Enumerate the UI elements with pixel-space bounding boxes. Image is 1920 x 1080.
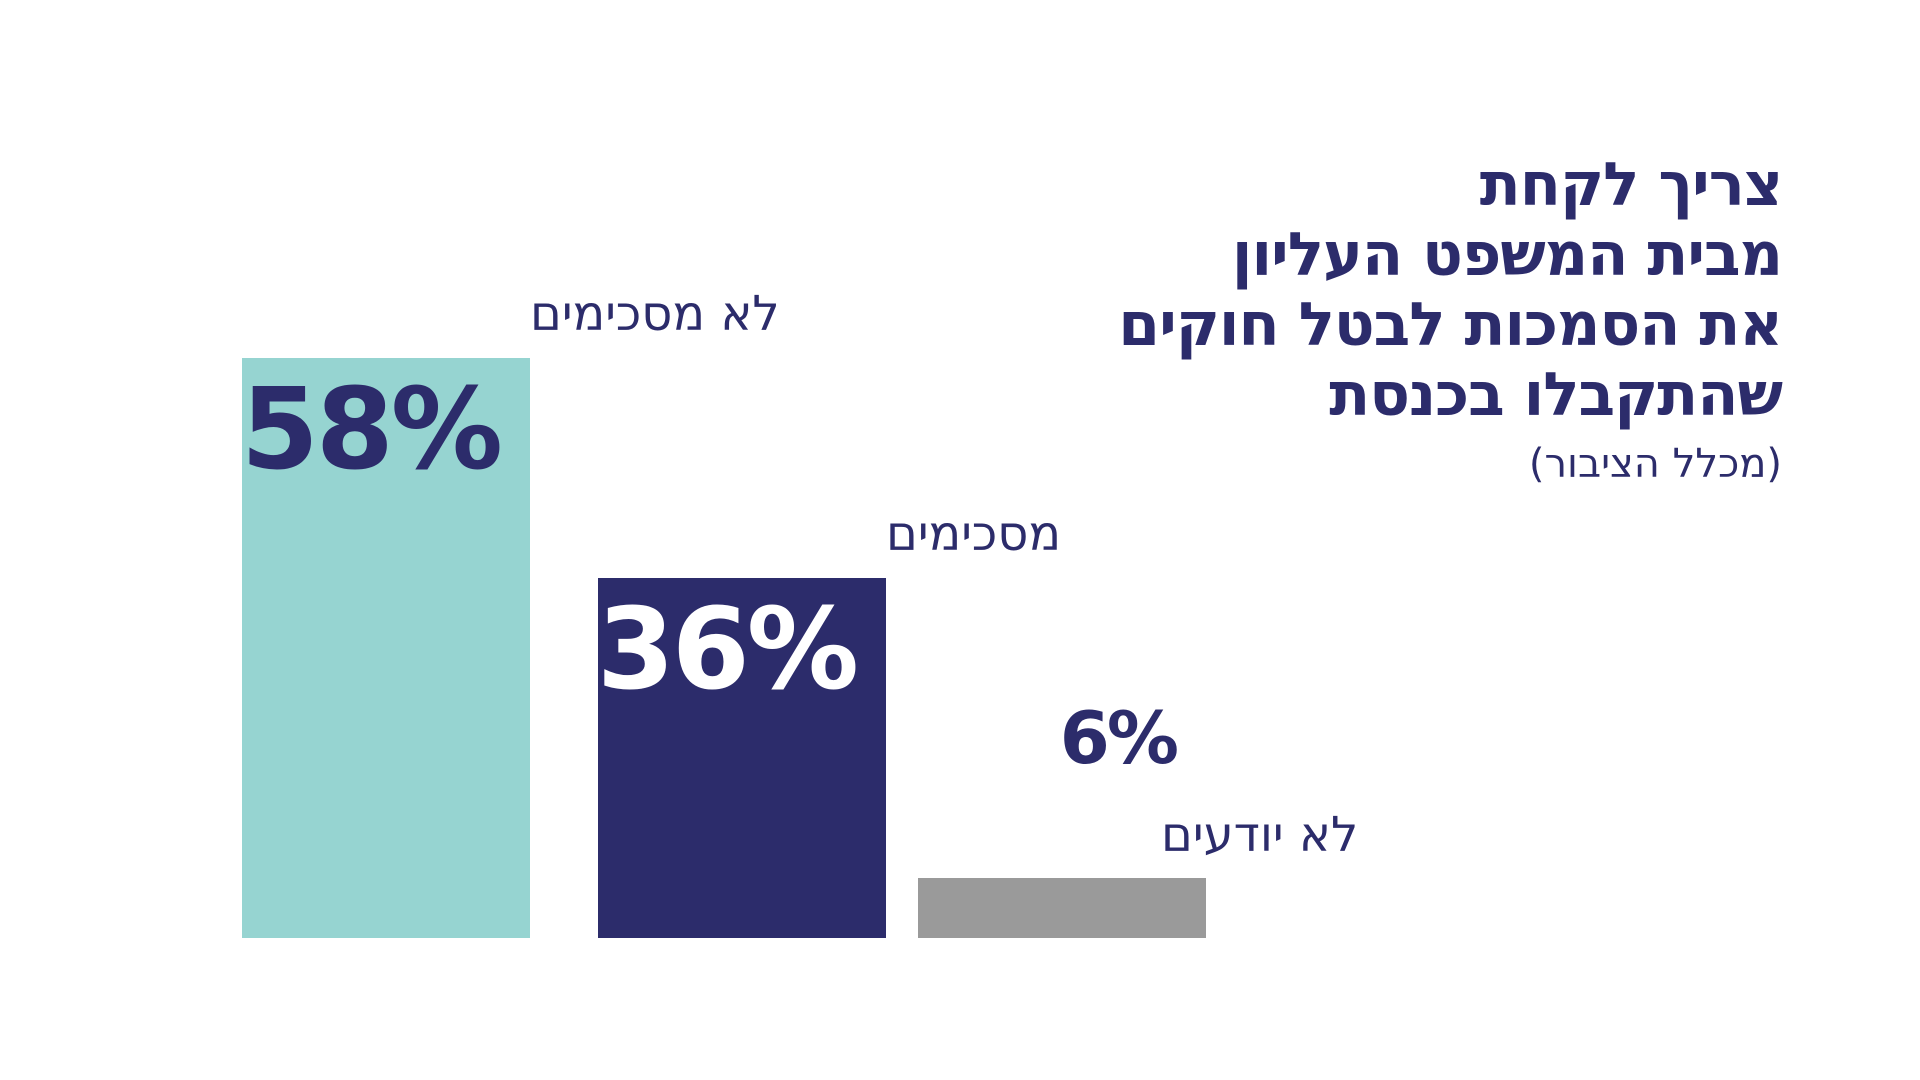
title-line-4: שהתקבלו בכנסת xyxy=(1329,360,1783,430)
bar-3 xyxy=(918,878,1206,938)
title-line-2: מבית המשפט העליון xyxy=(1231,220,1783,290)
title-block: צריך לקחת מבית המשפט העליון את הסמכות לב… xyxy=(1118,150,1783,494)
title-line-1: צריך לקחת xyxy=(1479,150,1783,220)
bar-1 xyxy=(242,358,530,938)
bar-value-label-1: 58% xyxy=(241,365,500,495)
bar-value-label-3: 6% xyxy=(1060,696,1177,780)
bar-category-label-3: לא יודעים xyxy=(1161,807,1358,863)
bar-value-label-2: 36% xyxy=(597,585,856,715)
bar-category-label-2: מסכימים xyxy=(886,506,1061,562)
subtitle: (מכלל הציבור) xyxy=(1528,441,1782,487)
title-line-3: את הסמכות לבטל חוקים xyxy=(1118,290,1783,360)
bar-2 xyxy=(598,578,886,938)
bar-category-label-1: לא מסכימים xyxy=(530,286,780,342)
